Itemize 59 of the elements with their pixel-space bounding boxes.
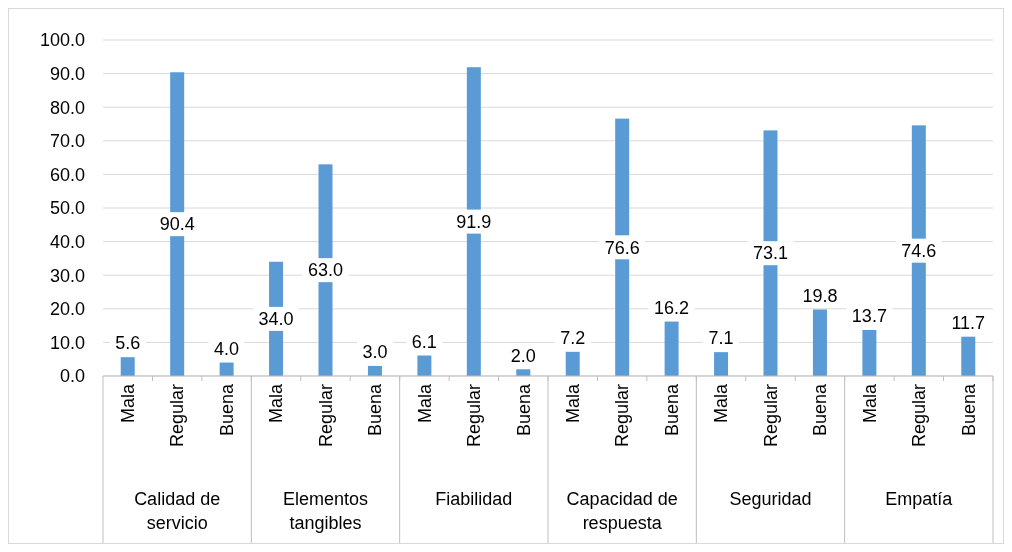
y-tick-label: 50.0 [49,198,85,219]
data-label: 91.9 [456,211,492,232]
bar [664,321,679,376]
bar [714,352,729,376]
x-tick-label: Mala [711,383,732,424]
x-tick-label: Buena [810,383,831,437]
data-label: 76.6 [604,237,640,258]
x-tick-label: Regular [315,384,336,448]
text: Capacidad de respuesta [566,489,678,533]
data-label: 2.0 [510,345,536,366]
x-tick-label: Mala [118,383,139,424]
y-tick-label: 30.0 [49,265,85,286]
x-tick-label: Buena [661,383,682,437]
x-tick-label: Mala [266,383,287,424]
y-tick-label: 80.0 [49,97,85,118]
y-tick-label: 10.0 [49,332,85,353]
x-tick-label: Regular [464,384,485,448]
data-label: 16.2 [654,297,690,318]
data-label: 3.0 [362,342,388,363]
x-tick-label: Regular [612,384,633,448]
x-tick-label: Buena [958,383,979,437]
data-label: 19.8 [802,285,838,306]
data-label: 73.1 [752,243,789,264]
bar [417,355,432,376]
data-label: 13.7 [851,306,887,327]
x-tick-label: Buena [216,383,237,437]
x-tick-label: Regular [167,384,188,448]
text: Empatía [885,489,954,509]
bar [565,351,580,376]
data-label: 4.0 [214,338,240,359]
data-label: 34.0 [258,309,294,330]
text: Fiabilidad [435,489,513,509]
data-label: 7.1 [708,328,734,349]
y-tick-label: 40.0 [49,231,85,252]
data-label: 6.1 [411,331,437,352]
text: Seguridad [729,489,812,509]
y-tick-label: 70.0 [49,131,85,152]
data-label: 7.2 [560,328,586,349]
bar [120,357,135,376]
data-label: 90.4 [159,214,195,235]
data-label: 63.0 [307,260,344,281]
data-label: 74.6 [901,240,937,261]
y-tick-label: 0.0 [59,366,85,387]
x-tick-label: Buena [365,383,386,437]
data-label: 5.6 [115,333,141,354]
y-tick-label: 90.0 [49,63,85,84]
y-tick-label: 20.0 [49,299,85,320]
x-tick-label: Buena [513,383,534,437]
data-label: 11.7 [951,312,986,333]
x-tick-label: Regular [909,384,930,448]
x-tick-label: Regular [760,384,781,448]
y-tick-label: 100.0 [39,30,85,51]
x-tick-label: Mala [563,383,584,424]
bar [862,329,877,376]
y-tick-label: 60.0 [49,164,85,185]
x-tick-label: Mala [859,383,880,424]
x-tick-label: Mala [414,383,435,424]
text: Calidad de servicio [134,489,221,533]
text: Elementos tangibles [282,489,369,533]
